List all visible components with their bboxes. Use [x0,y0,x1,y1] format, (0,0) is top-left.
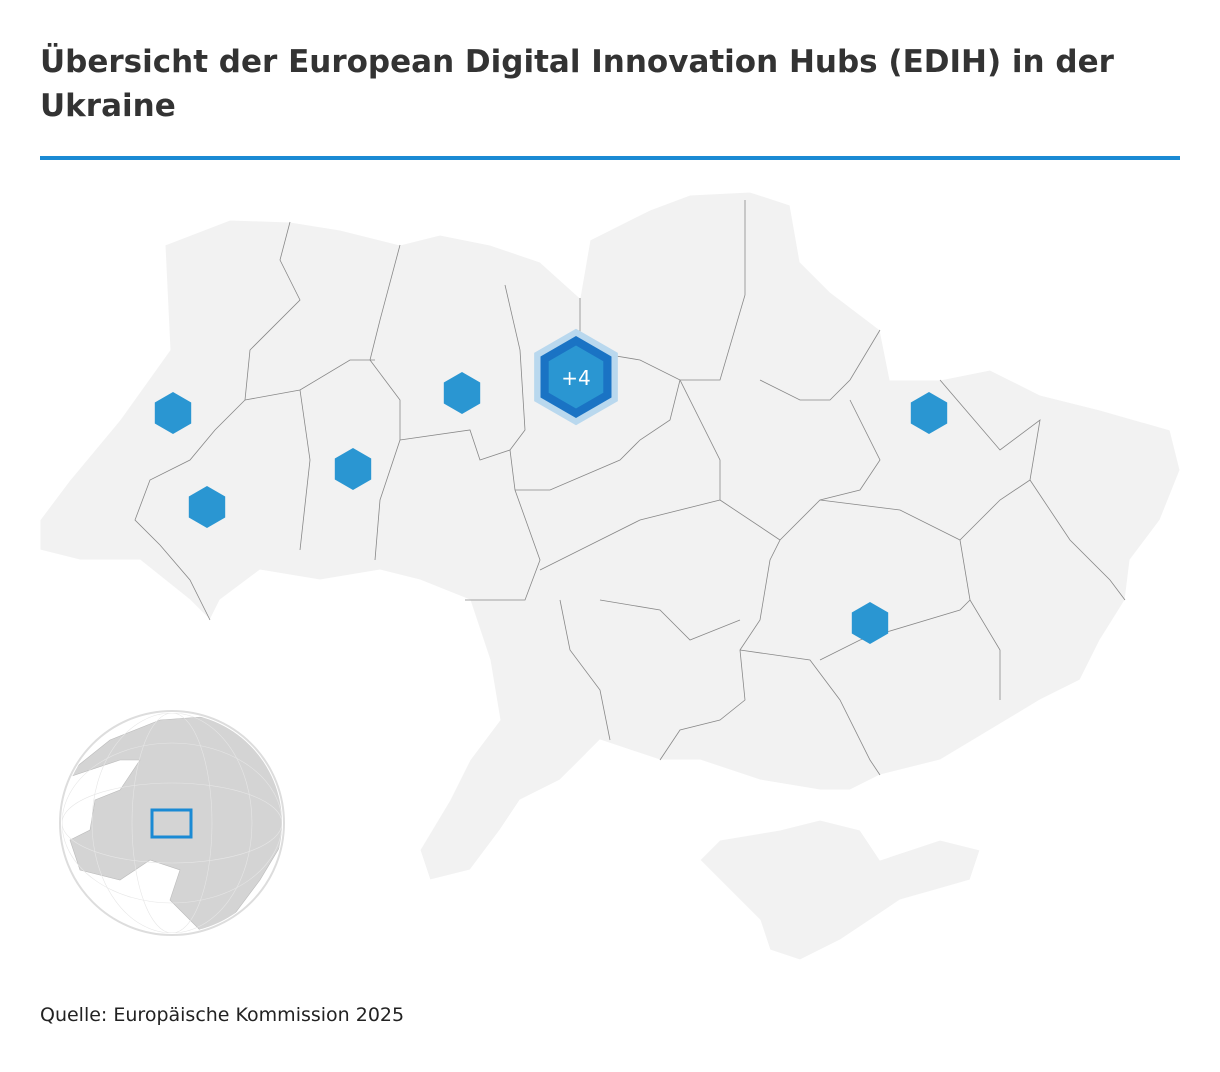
locator-globe [59,710,285,936]
cluster-label: +4 [561,366,590,390]
title-rule [40,156,1180,160]
source: Quelle: Europäische Kommission 2025 [40,1004,405,1026]
region-borders [134,200,1126,776]
title: Übersicht der European Digital Innovatio… [40,44,1114,124]
hub-cluster[interactable]: +4 [534,328,618,426]
country [39,191,1181,961]
